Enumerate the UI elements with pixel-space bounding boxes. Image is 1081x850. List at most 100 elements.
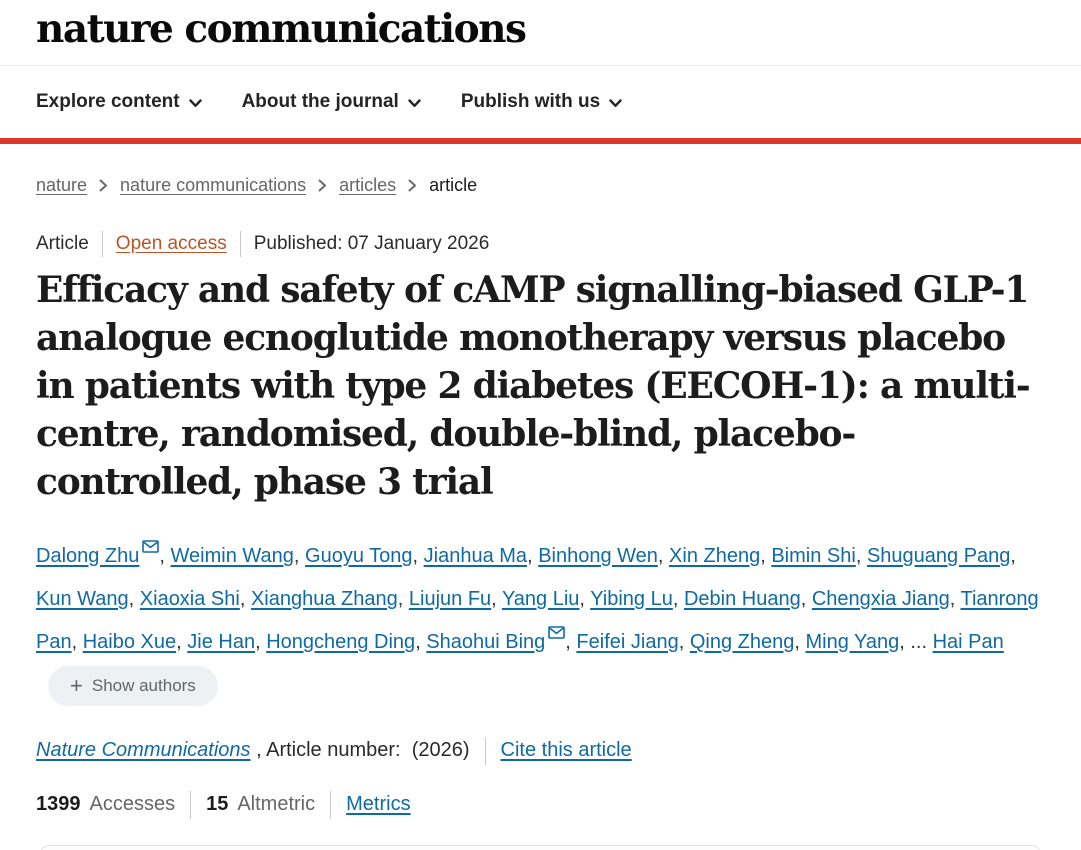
author-separator: , [239,587,251,610]
nav-about-the-journal[interactable]: About the journal [242,91,421,113]
brand-red-bar [0,137,1081,144]
author-link[interactable]: Jie Han [187,630,256,653]
author-separator: , [855,544,867,567]
author-separator: , [71,630,83,653]
published-date: Published: 07 January 2026 [253,232,490,254]
nav-publish-with-us[interactable]: Publish with us [461,91,622,113]
show-authors-label: Show authors [91,675,196,695]
altmetric-count: 15 [206,793,229,816]
primary-nav: Explore content About the journal Publis… [0,64,1081,138]
nav-explore-content-label: Explore content [36,90,180,112]
divider [101,230,103,257]
abstract-card-top-edge [40,845,1041,850]
open-access-link[interactable]: Open access [115,232,227,254]
email-icon[interactable] [548,626,566,639]
author-link[interactable]: Ming Yang [805,630,900,653]
author-link[interactable]: Guoyu Tong [305,544,413,567]
author-separator: , [255,630,267,653]
journal-logo[interactable]: nature communications [36,6,527,52]
article-meta-row: Article Open access Published: 07 Januar… [36,230,1045,257]
author-separator: , [128,587,140,610]
author-separator: , [672,587,684,610]
accesses-count: 1399 [36,793,81,816]
author-link[interactable]: Binhong Wen [538,544,658,567]
author-link[interactable]: Dalong Zhu [36,544,140,567]
author-link[interactable]: Xiaoxia Shi [139,587,240,610]
author-separator: , [565,630,577,653]
chevron-right-icon [318,179,327,192]
author-link[interactable]: Debin Huang [683,587,801,610]
author-separator: , [159,544,171,567]
breadcrumb-nature-communications[interactable]: nature communications [120,174,307,195]
author-link[interactable]: Yibing Lu [590,587,673,610]
breadcrumb: nature nature communications articles ar… [36,175,1045,196]
nav-explore-content[interactable]: Explore content [36,91,202,113]
author-link[interactable]: Bimin Shi [771,544,856,567]
breadcrumb-articles[interactable]: articles [339,174,397,195]
author-separator: , [760,544,772,567]
chevron-right-icon [408,179,417,192]
author-link[interactable]: Xianghua Zhang [250,587,398,610]
chevron-down-icon [609,99,622,107]
nav-publish-with-us-label: Publish with us [460,90,601,112]
plus-icon: + [70,672,83,698]
email-icon[interactable] [142,540,160,553]
author-links: Dalong Zhu, Weimin Wang, Guoyu Tong, Jia… [36,540,1039,653]
author-link[interactable]: Haibo Xue [82,630,177,653]
author-separator: , [491,587,502,610]
author-separator: , [412,544,424,567]
author-link[interactable]: Kun Wang [36,587,129,610]
author-separator: , [176,630,188,653]
author-link[interactable]: Xin Zheng [669,544,761,567]
author-link[interactable]: Yang Liu [501,587,580,610]
author-link[interactable]: Weimin Wang [170,544,294,567]
cite-article-link[interactable]: Cite this article [500,739,632,762]
divider [330,790,332,819]
author-separator: , [579,587,591,610]
author-separator: , [794,630,806,653]
author-ellipsis: ... [910,630,933,653]
author-separator: , [800,587,812,610]
article-header-section: nature nature communications articles ar… [0,175,1081,819]
author-link[interactable]: Qing Zheng [689,630,795,653]
author-link[interactable]: Liujun Fu [408,587,492,610]
journal-citation-row: Nature Communications , Article number: … [36,736,1045,765]
author-link[interactable]: Shaohui Bing [426,630,546,653]
author-separator: , [657,544,670,567]
chevron-down-icon [408,99,421,107]
author-link[interactable]: Hai Pan [932,630,1004,653]
author-link[interactable]: Jianhua Ma [423,544,528,567]
metrics-link[interactable]: Metrics [346,793,411,816]
altmetric-label: Altmetric [237,793,316,816]
author-separator: , [397,587,409,610]
divider [190,790,192,819]
author-separator: , [899,630,911,653]
nav-about-the-journal-label: About the journal [241,90,399,112]
author-link[interactable]: Chengxia Jiang [811,587,950,610]
author-separator: , [527,544,539,567]
accesses-label: Accesses [89,793,176,816]
author-separator: , [678,630,690,653]
author-separator: , [949,587,961,610]
show-authors-button[interactable]: + Show authors [48,665,218,706]
divider [239,230,241,257]
breadcrumb-nature[interactable]: nature [36,174,88,195]
author-link[interactable]: Feifei Jiang [576,630,679,653]
author-separator: , [293,544,306,567]
chevron-right-icon [99,179,108,192]
author-separator: , [1010,544,1016,567]
article-number-text: , Article number: (2026) [250,739,470,762]
article-title: Efficacy and safety of cAMP signalling-b… [36,268,1031,503]
article-type-label: Article [36,232,89,254]
author-list: Dalong Zhu, Weimin Wang, Guoyu Tong, Jia… [36,535,1045,707]
journal-link[interactable]: Nature Communications [36,739,251,762]
author-link[interactable]: Shuguang Pang [866,544,1011,567]
author-separator: , [415,630,427,653]
metrics-row: 1399 Accesses 15 Altmetric Metrics [36,790,1045,819]
divider [484,736,486,765]
chevron-down-icon [188,99,202,107]
site-header: nature communications Explore content Ab… [0,0,1081,138]
author-link[interactable]: Hongcheng Ding [266,630,416,653]
author-link[interactable]: Tianrong Pan [36,587,1039,653]
breadcrumb-article-current: article [429,174,478,195]
